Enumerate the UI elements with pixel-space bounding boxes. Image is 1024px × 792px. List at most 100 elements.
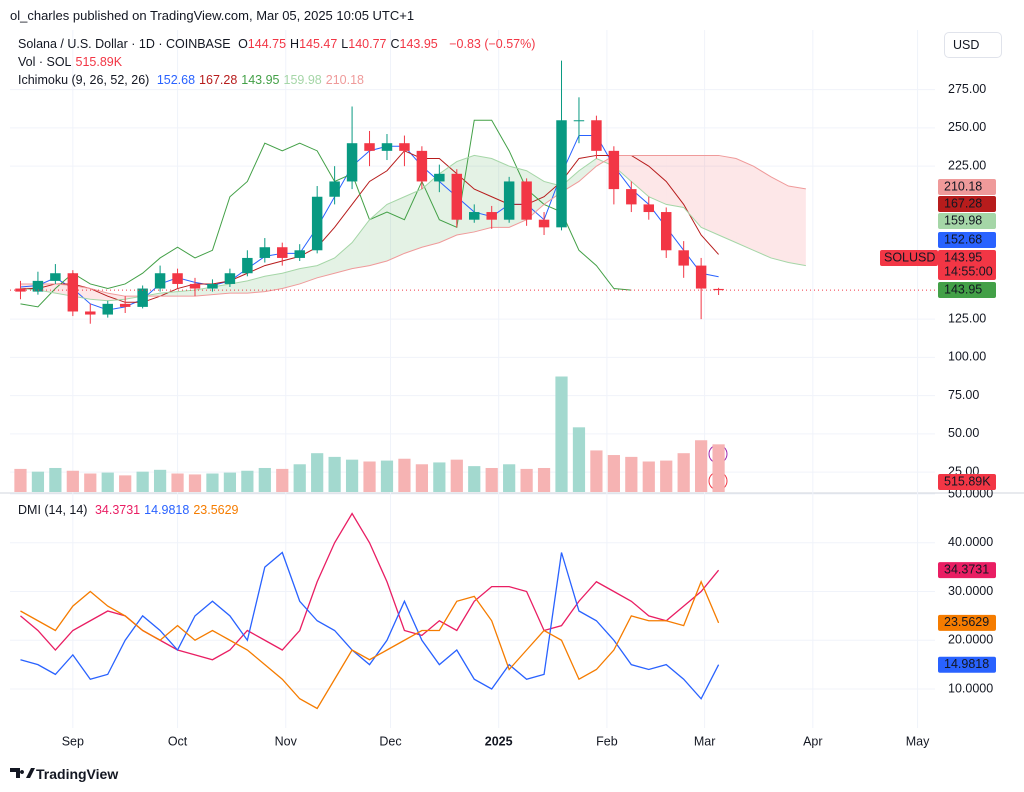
- volume-bar: [31, 471, 45, 492]
- brand: TradingView: [36, 766, 119, 782]
- legend-dmi: DMI (14, 14) 34.3731 14.9818 23.5629: [18, 503, 243, 517]
- legend-ichimoku: Ichimoku (9, 26, 52, 26) 152.68 167.28 143…: [18, 73, 368, 87]
- x-tick-label: Sep: [62, 734, 84, 748]
- dmi-value: 23.5629: [193, 503, 239, 517]
- cloud-fill: [788, 186, 806, 266]
- candle-body: [311, 196, 323, 251]
- candle-body: [154, 273, 166, 289]
- volume-bar: [328, 456, 341, 492]
- volume-bar: [136, 471, 149, 492]
- ohlc-letter: O: [238, 37, 248, 51]
- volume-bar: [84, 473, 97, 492]
- volume-bar: [66, 470, 79, 492]
- cloud-fill: [352, 219, 370, 269]
- candle-body: [695, 265, 707, 289]
- price-label: 143.95: [944, 250, 982, 264]
- currency-button[interactable]: USD: [944, 32, 1002, 58]
- volume-bar: [555, 376, 568, 492]
- y-tick-label: 20.0000: [948, 633, 993, 647]
- ohlc: O144.75 H145.47 L140.77 C143.95: [238, 37, 442, 51]
- legend-ichimoku-name: Ichimoku (9, 26, 52, 26): [18, 73, 150, 87]
- volume-bar: [223, 472, 237, 492]
- dmi-axis-label: 23.5629: [944, 615, 989, 629]
- y-tick-label: 10.0000: [948, 681, 993, 695]
- volume-bar: [188, 474, 202, 492]
- volume-bar: [119, 475, 132, 492]
- legend-price: Solana / U.S. Dollar · 1D · COINBASE O14…: [18, 37, 539, 51]
- cloud-fill: [386, 196, 405, 261]
- x-tick-label: Feb: [596, 734, 618, 748]
- y-tick-label: 75.00: [948, 388, 979, 402]
- volume-bar: [415, 464, 428, 492]
- volume-bar: [171, 473, 184, 492]
- candle-body: [277, 247, 288, 258]
- volume-bar: [590, 450, 603, 492]
- dmi-value: 14.9818: [144, 503, 190, 517]
- volume-axis-label-box: [938, 474, 996, 490]
- volume-bar: [153, 469, 167, 492]
- ohlc-letter: H: [290, 37, 300, 51]
- volume-bar: [695, 440, 708, 492]
- candle-body: [329, 181, 340, 197]
- candle-body: [713, 288, 724, 291]
- volume-bar: [433, 462, 446, 492]
- cloud-fill: [648, 155, 667, 205]
- ichimoku-value: 159.98: [283, 73, 322, 87]
- price-box: [938, 250, 996, 280]
- legend-volume-value: 515.89K: [75, 55, 123, 69]
- publisher: ol_charles published on TradingView.com,…: [10, 8, 415, 23]
- countdown-label: 14:55:00: [944, 264, 993, 278]
- candle-body: [85, 311, 96, 315]
- candle-body: [50, 273, 61, 281]
- cloud-fill: [666, 155, 684, 208]
- dmi-line: [20, 512, 720, 661]
- volume-bar: [241, 470, 254, 492]
- cloud-fill: [264, 273, 283, 292]
- brand-logo: [10, 768, 35, 778]
- volume-bar: [607, 455, 620, 492]
- candle-body: [678, 250, 689, 266]
- legend-dmi-name: DMI (14, 14): [18, 503, 88, 517]
- lagging-axis-label-box: [938, 282, 996, 298]
- cloud-fill: [404, 189, 422, 254]
- candle-body: [521, 181, 532, 220]
- candle-body: [434, 173, 445, 182]
- ichimoku-line: [20, 154, 806, 297]
- y-tick-label: 125.00: [948, 311, 986, 325]
- ichimoku-axis-label: 210.18: [944, 179, 982, 193]
- y-tick-label: 30.0000: [948, 584, 993, 598]
- cloud-fill: [770, 176, 789, 263]
- cloud-fill: [753, 166, 771, 258]
- ichimoku-value: 210.18: [325, 73, 364, 87]
- ichimoku-axis-label: 159.98: [944, 213, 982, 227]
- candle-body: [591, 120, 602, 151]
- volume-bar: [258, 467, 271, 492]
- candle-body: [207, 283, 218, 289]
- x-tick-label: Dec: [379, 734, 401, 748]
- volume-bar: [503, 464, 516, 492]
- candle-body: [643, 204, 655, 213]
- x-tick-label: Nov: [275, 734, 298, 748]
- candle-body: [224, 273, 236, 284]
- candle-body: [242, 257, 253, 274]
- volume-bar: [363, 461, 376, 492]
- candle-body: [503, 181, 515, 220]
- cloud-fill: [282, 268, 300, 289]
- ichimoku-axis-label-box: [938, 179, 996, 195]
- cloud-fill: [369, 204, 387, 266]
- cloud-fill: [631, 155, 649, 197]
- ohlc-value: 145.47: [299, 37, 338, 51]
- dmi-axis-label-box: [938, 656, 996, 673]
- volume-bar: [206, 473, 219, 492]
- ichimoku-value: 143.95: [241, 73, 280, 87]
- candle-body: [15, 288, 26, 292]
- candle-body: [32, 280, 44, 292]
- cloud-fill: [736, 158, 754, 251]
- dmi-line: [20, 580, 720, 710]
- volume-bar: [345, 459, 359, 492]
- cloud-fill: [701, 155, 719, 235]
- volume-bar: [311, 453, 324, 492]
- volume-bar: [276, 468, 289, 492]
